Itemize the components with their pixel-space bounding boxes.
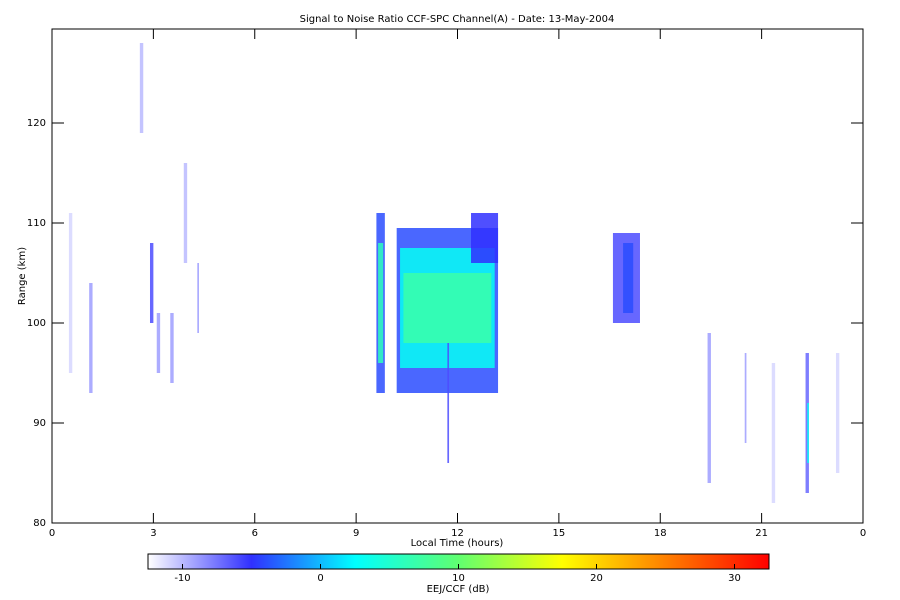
y-tick-label: 110 [27,218,46,229]
y-tick-label: 90 [33,418,46,429]
heatmap-cell [835,353,840,473]
colorbar-tick-label: 30 [728,573,741,584]
colorbar-tick-label: 20 [590,573,603,584]
colorbar-label: EEJ/CCF (dB) [427,584,490,595]
x-tick-label: 6 [252,528,258,539]
chart-title: Signal to Noise Ratio CCF-SPC Channel(A)… [300,14,615,25]
x-tick-label: 0 [860,528,866,539]
heatmap-cell [471,213,499,263]
heatmap-cell [149,243,154,323]
heatmap-cell [771,363,776,503]
heatmap-cell [139,43,144,133]
heatmap-cell [623,243,634,313]
heatmap-cell [707,333,711,483]
y-tick-label: 100 [27,318,46,329]
heatmap-cell [183,163,188,263]
heatmap-cell [403,273,492,343]
heatmap-cell [807,403,809,463]
colorbar-tick-label: 10 [452,573,465,584]
x-tick-label: 0 [49,528,55,539]
x-tick-label: 3 [150,528,156,539]
heatmap-cell [89,283,93,393]
heatmap-cell [197,263,199,333]
heatmap-cell [68,213,73,373]
heatmap-cell [447,343,450,463]
x-axis-label: Local Time (hours) [411,538,504,549]
colorbar-tick-label: -10 [174,573,190,584]
y-tick-label: 120 [27,118,46,129]
x-tick-label: 15 [553,528,566,539]
heatmap-cell [744,353,747,443]
y-tick-label: 80 [33,518,46,529]
colorbar-tick-label: 0 [317,573,323,584]
x-tick-label: 12 [451,528,464,539]
heatmap-cell [805,353,809,493]
x-tick-label: 18 [654,528,667,539]
heatmap-cell [156,313,161,373]
heatmap-cell [378,243,384,363]
x-tick-label: 21 [755,528,768,539]
x-tick-label: 9 [353,528,359,539]
y-axis-label: Range (km) [17,247,28,305]
heatmap-cell [170,313,174,383]
